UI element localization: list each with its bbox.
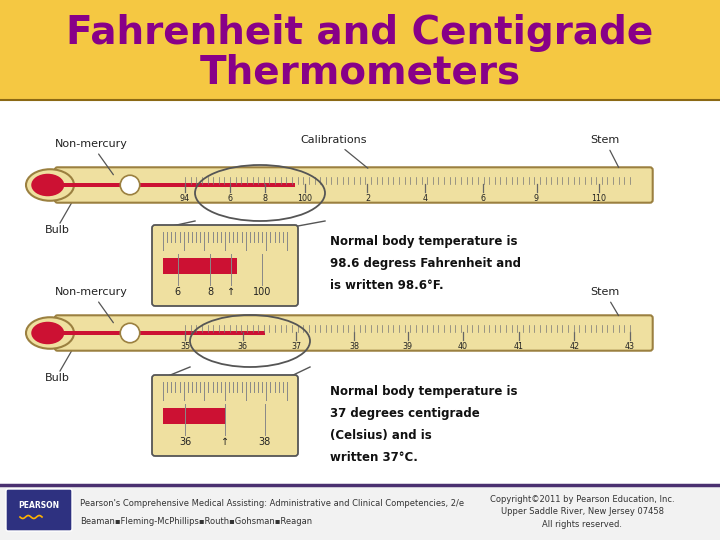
Text: Non-mercury: Non-mercury <box>55 139 128 175</box>
Bar <box>0 0 720 100</box>
FancyBboxPatch shape <box>6 489 72 531</box>
Text: 40: 40 <box>458 342 468 352</box>
Text: Stem: Stem <box>590 135 619 167</box>
Ellipse shape <box>26 169 74 201</box>
Text: 100: 100 <box>297 194 312 203</box>
Text: Normal body temperature is: Normal body temperature is <box>330 385 518 398</box>
FancyBboxPatch shape <box>152 375 298 456</box>
Text: 6: 6 <box>227 194 232 203</box>
Text: 8: 8 <box>207 287 213 297</box>
Text: PEARSON: PEARSON <box>19 501 60 510</box>
Text: Non-mercury: Non-mercury <box>55 287 128 323</box>
Bar <box>0 485 720 540</box>
Text: 6: 6 <box>175 287 181 297</box>
Ellipse shape <box>120 176 140 195</box>
Text: Bulb: Bulb <box>45 373 70 383</box>
Text: 43: 43 <box>625 342 635 352</box>
Text: Copyright©2011 by Pearson Education, Inc.
Upper Saddle River, New Jersey 07458
A: Copyright©2011 by Pearson Education, Inc… <box>490 495 675 529</box>
Text: 42: 42 <box>570 342 580 352</box>
Text: 36: 36 <box>179 437 192 447</box>
Text: 38: 38 <box>349 342 359 352</box>
Text: Stem: Stem <box>590 287 619 315</box>
Text: 110: 110 <box>591 194 606 203</box>
Text: Beaman▪Fleming-McPhillips▪Routh▪Gohsman▪Reagan: Beaman▪Fleming-McPhillips▪Routh▪Gohsman▪… <box>80 516 312 525</box>
Text: is written 98.6°F.: is written 98.6°F. <box>330 279 444 292</box>
Text: (Celsius) and is: (Celsius) and is <box>330 429 432 442</box>
Text: Thermometers: Thermometers <box>199 53 521 91</box>
FancyBboxPatch shape <box>152 225 298 306</box>
FancyBboxPatch shape <box>55 167 653 202</box>
Text: written 37°C.: written 37°C. <box>330 451 418 464</box>
Text: 6: 6 <box>481 194 486 203</box>
Bar <box>42 330 265 335</box>
Text: 100: 100 <box>253 287 271 297</box>
Text: 94: 94 <box>180 194 190 203</box>
Text: Pearson's Comprehensive Medical Assisting: Administrative and Clinical Competenc: Pearson's Comprehensive Medical Assistin… <box>80 498 464 508</box>
Text: 37: 37 <box>291 342 301 352</box>
Ellipse shape <box>31 322 64 345</box>
Text: 41: 41 <box>514 342 523 352</box>
Bar <box>163 258 237 274</box>
Text: 35: 35 <box>180 342 190 352</box>
Text: 38: 38 <box>258 437 271 447</box>
Text: ↑: ↑ <box>227 287 235 297</box>
Bar <box>163 408 226 424</box>
Text: ↑: ↑ <box>221 437 229 447</box>
Text: Bulb: Bulb <box>45 225 70 235</box>
Text: 98.6 degress Fahrenheit and: 98.6 degress Fahrenheit and <box>330 257 521 270</box>
Bar <box>42 183 295 187</box>
Text: Calibrations: Calibrations <box>300 135 368 168</box>
Text: 2: 2 <box>365 194 370 203</box>
FancyBboxPatch shape <box>55 315 653 350</box>
Text: Normal body temperature is: Normal body temperature is <box>330 235 518 248</box>
Text: 39: 39 <box>402 342 413 352</box>
Text: 37 degrees centigrade: 37 degrees centigrade <box>330 407 480 420</box>
Text: 8: 8 <box>263 194 268 203</box>
Text: 9: 9 <box>534 194 539 203</box>
Ellipse shape <box>26 317 74 349</box>
Text: Fahrenheit and Centigrade: Fahrenheit and Centigrade <box>66 14 654 52</box>
Text: 36: 36 <box>238 342 248 352</box>
Ellipse shape <box>120 323 140 343</box>
Ellipse shape <box>31 174 64 196</box>
Text: 4: 4 <box>423 194 428 203</box>
